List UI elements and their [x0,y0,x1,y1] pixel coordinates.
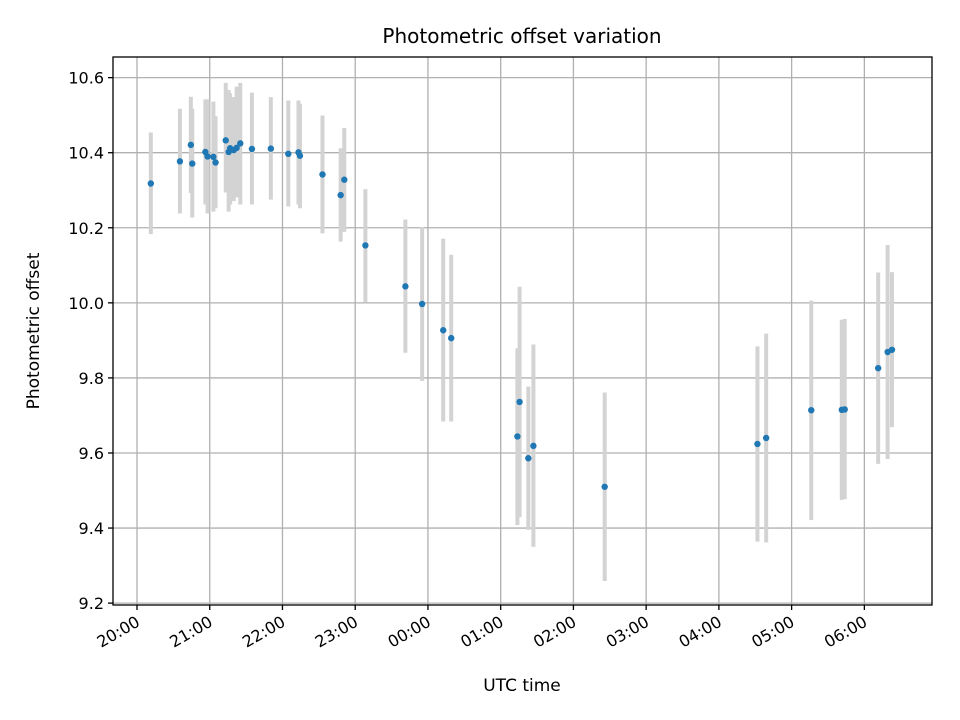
data-point [418,300,426,308]
data-point [296,152,304,159]
y-tick-label: 10.6 [68,69,104,88]
data-point [285,150,292,158]
data-point [176,158,184,165]
data-point [888,346,896,353]
y-tick-label: 10.4 [68,144,104,163]
data-point [601,483,608,490]
y-tick-label: 9.8 [79,369,104,388]
y-tick-label: 10.2 [68,219,104,238]
data-point [237,140,244,147]
chart-title: Photometric offset variation [382,24,661,48]
y-tick-label: 10.0 [68,294,104,313]
data-point [754,440,761,448]
y-axis-ticks: 9.2 9.4 9.6 9.8 10.0 10.2 10.4 10.6 [68,69,113,613]
data-point [530,442,537,450]
data-point [402,283,409,290]
data-point [210,153,217,161]
data-point [808,406,815,414]
plot-frame [112,56,933,606]
data-point [204,153,211,160]
data-point [319,171,326,178]
data-point [189,160,196,167]
y-tick-label: 9.4 [79,519,104,538]
data-point [762,434,770,442]
data-point [440,327,447,334]
data-point [267,145,275,152]
data-points [147,137,896,490]
grid-lines [113,57,932,605]
data-point [187,141,195,149]
data-point [222,137,229,144]
x-axis-label: UTC time [483,676,561,696]
y-tick-label: 9.2 [79,594,104,613]
data-point [841,406,848,413]
data-point [248,145,256,153]
data-point [212,159,219,166]
data-point [525,455,532,462]
y-axis-label: Photometric offset [24,252,44,409]
data-point [337,191,344,199]
data-point [516,398,523,406]
data-point [874,364,882,372]
data-point [233,144,240,152]
data-point [448,334,455,342]
data-point [362,242,369,249]
data-point [514,433,521,440]
y-tick-label: 9.6 [79,444,104,463]
data-point [147,180,155,187]
data-point [341,176,348,183]
